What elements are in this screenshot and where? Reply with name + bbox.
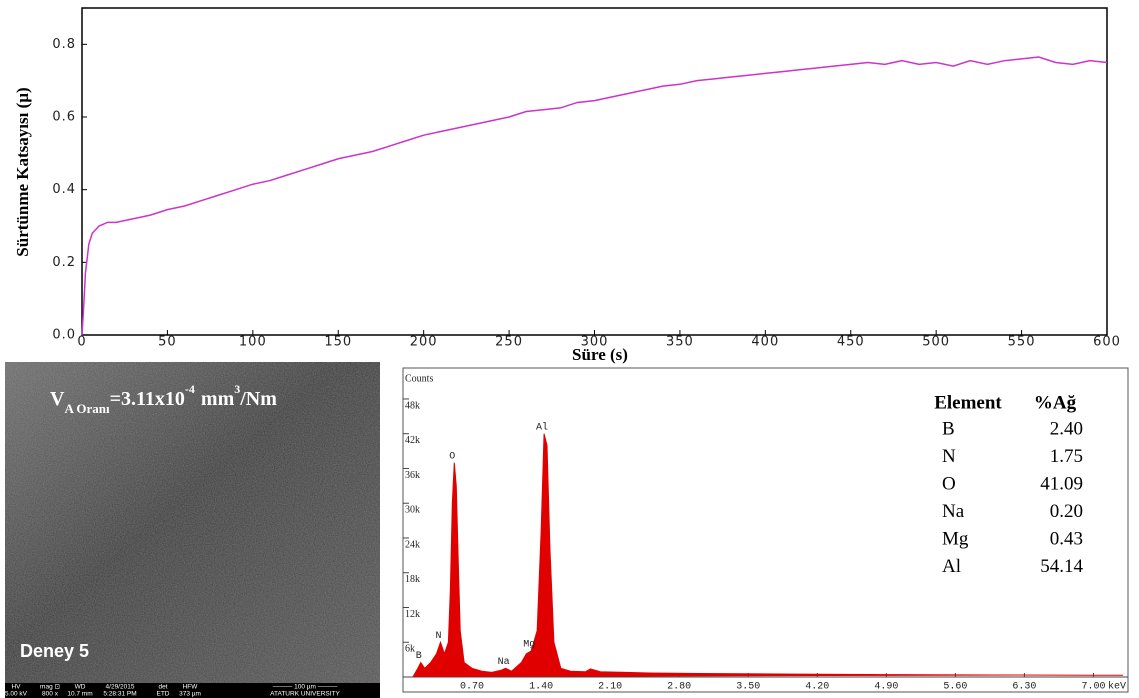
y-tick-label: 42k — [405, 435, 420, 446]
x-tick-label: 2.10 — [598, 682, 622, 693]
x-tick-label: 3.50 — [736, 682, 760, 693]
x-tick-label: 600 — [1093, 335, 1121, 350]
peak-label: Mg — [523, 640, 535, 651]
plot-frame — [82, 8, 1107, 335]
friction-line — [82, 57, 1107, 335]
y-axis-label: Sürtünme Katsayısı (µ) — [13, 87, 32, 256]
x-tick-label: 400 — [751, 335, 779, 350]
y-tick-label: 0.0 — [52, 328, 76, 343]
info-bar-text: 5.00 kV — [5, 691, 28, 698]
rate-value: =3.11x10 — [110, 388, 185, 410]
x-tick-label: 300 — [581, 335, 609, 350]
info-bar-text: HFW — [183, 684, 199, 691]
x-tick-label: 4.20 — [805, 682, 829, 693]
info-bar-text: HV — [11, 684, 21, 691]
x-tick-label: 250 — [495, 335, 523, 350]
table-cell: N — [942, 446, 956, 467]
info-bar-text: 800 x — [42, 691, 59, 698]
info-bar-text: 10.7 mm — [67, 691, 92, 698]
y-tick-label: 0.6 — [52, 110, 76, 125]
x-tick-label: 50 — [158, 335, 177, 350]
peak-label: N — [435, 631, 441, 642]
table-cell: O — [942, 473, 956, 494]
info-bar-text: 5:28:31 PM — [103, 691, 136, 698]
table-cell: 1.75 — [1050, 446, 1083, 467]
y-tick-label: 0.4 — [52, 182, 76, 197]
rate-subscript: A Oranı — [64, 401, 110, 416]
info-bar-text: det — [158, 684, 167, 691]
table-cell: B — [942, 418, 955, 439]
table-cell: 41.09 — [1040, 473, 1083, 494]
x-tick-label: 150 — [324, 335, 352, 350]
table-cell: Mg — [942, 528, 969, 549]
info-bar-text: 373 µm — [179, 691, 201, 698]
peak-label: O — [449, 451, 455, 462]
y-tick-label: 12k — [405, 609, 420, 620]
y-tick-label: 30k — [405, 505, 420, 516]
info-bar-text: 4/29/2015 — [106, 684, 135, 691]
x-tick-label: 7.00 — [1081, 682, 1105, 693]
x-tick-label: 2.80 — [667, 682, 691, 693]
table-cell: 0.20 — [1050, 501, 1083, 522]
figure: Sürtünme Katsayısı (µ) Süre (s) 0.00.20.… — [0, 0, 1139, 698]
info-bar-text: ——— 100 µm ——— — [273, 684, 338, 691]
x-tick-label: 6.30 — [1012, 682, 1036, 693]
table-cell: 54.14 — [1040, 556, 1083, 577]
table-cell: Al — [942, 556, 961, 577]
y-tick-label: 0.2 — [52, 255, 76, 270]
x-tick-label: 0 — [77, 335, 86, 350]
table-cell: 2.40 — [1050, 418, 1083, 439]
x-tick-label: 5.60 — [943, 682, 967, 693]
y-axis-label: Counts — [405, 373, 433, 384]
rate-unit: mm — [201, 388, 235, 410]
y-tick-label: 6k — [405, 644, 415, 655]
x-tick-label: 200 — [410, 335, 438, 350]
rate-unit-tail: /Nm — [239, 388, 277, 410]
table-cell: Na — [942, 501, 965, 522]
x-tick-label: 4.90 — [874, 682, 898, 693]
rate-exponent: -4 — [185, 382, 195, 396]
table-header: Element — [934, 392, 1002, 413]
info-bar-text: ETD — [157, 691, 170, 698]
page: {"chart_data": [ {"type": "line", "y_lab… — [0, 0, 1139, 698]
y-tick-label: 18k — [405, 574, 420, 585]
friction-chart: Sürtünme Katsayısı (µ) Süre (s) 0.00.20.… — [13, 8, 1121, 364]
info-bar-text: WD — [75, 684, 86, 691]
eds-chart: Counts keV 6k 12k 18k 24k 30k 36k 42k 48k 0.70 1.… — [403, 368, 1128, 693]
sample-label: Deney 5 — [20, 641, 89, 661]
x-tick-label: 450 — [837, 335, 865, 350]
info-bar-text: ATATURK UNIVERSITY — [270, 691, 340, 698]
y-tick-label: 36k — [405, 470, 420, 481]
peak-label: Na — [498, 657, 510, 668]
x-unit-label: keV — [1108, 681, 1126, 693]
y-tick-label: 48k — [405, 400, 420, 411]
sem-texture — [5, 362, 380, 683]
info-bar-text: mag ⊡ — [40, 684, 60, 691]
x-tick-label: 100 — [239, 335, 267, 350]
x-tick-label: 550 — [1008, 335, 1036, 350]
rate-symbol: V — [50, 388, 65, 410]
x-tick-label: 500 — [922, 335, 950, 350]
peak-label: Al — [536, 421, 548, 433]
x-tick-label: 0.70 — [460, 682, 484, 693]
peak-label: B — [416, 651, 422, 662]
x-tick-label: 1.40 — [529, 682, 553, 693]
table-cell: 0.43 — [1050, 528, 1083, 549]
y-tick-label: 24k — [405, 539, 420, 550]
spectrum-frame — [403, 368, 1128, 692]
y-tick-label: 0.8 — [52, 37, 76, 52]
table-header: %Ağ — [1034, 392, 1077, 413]
x-tick-label: 350 — [666, 335, 694, 350]
